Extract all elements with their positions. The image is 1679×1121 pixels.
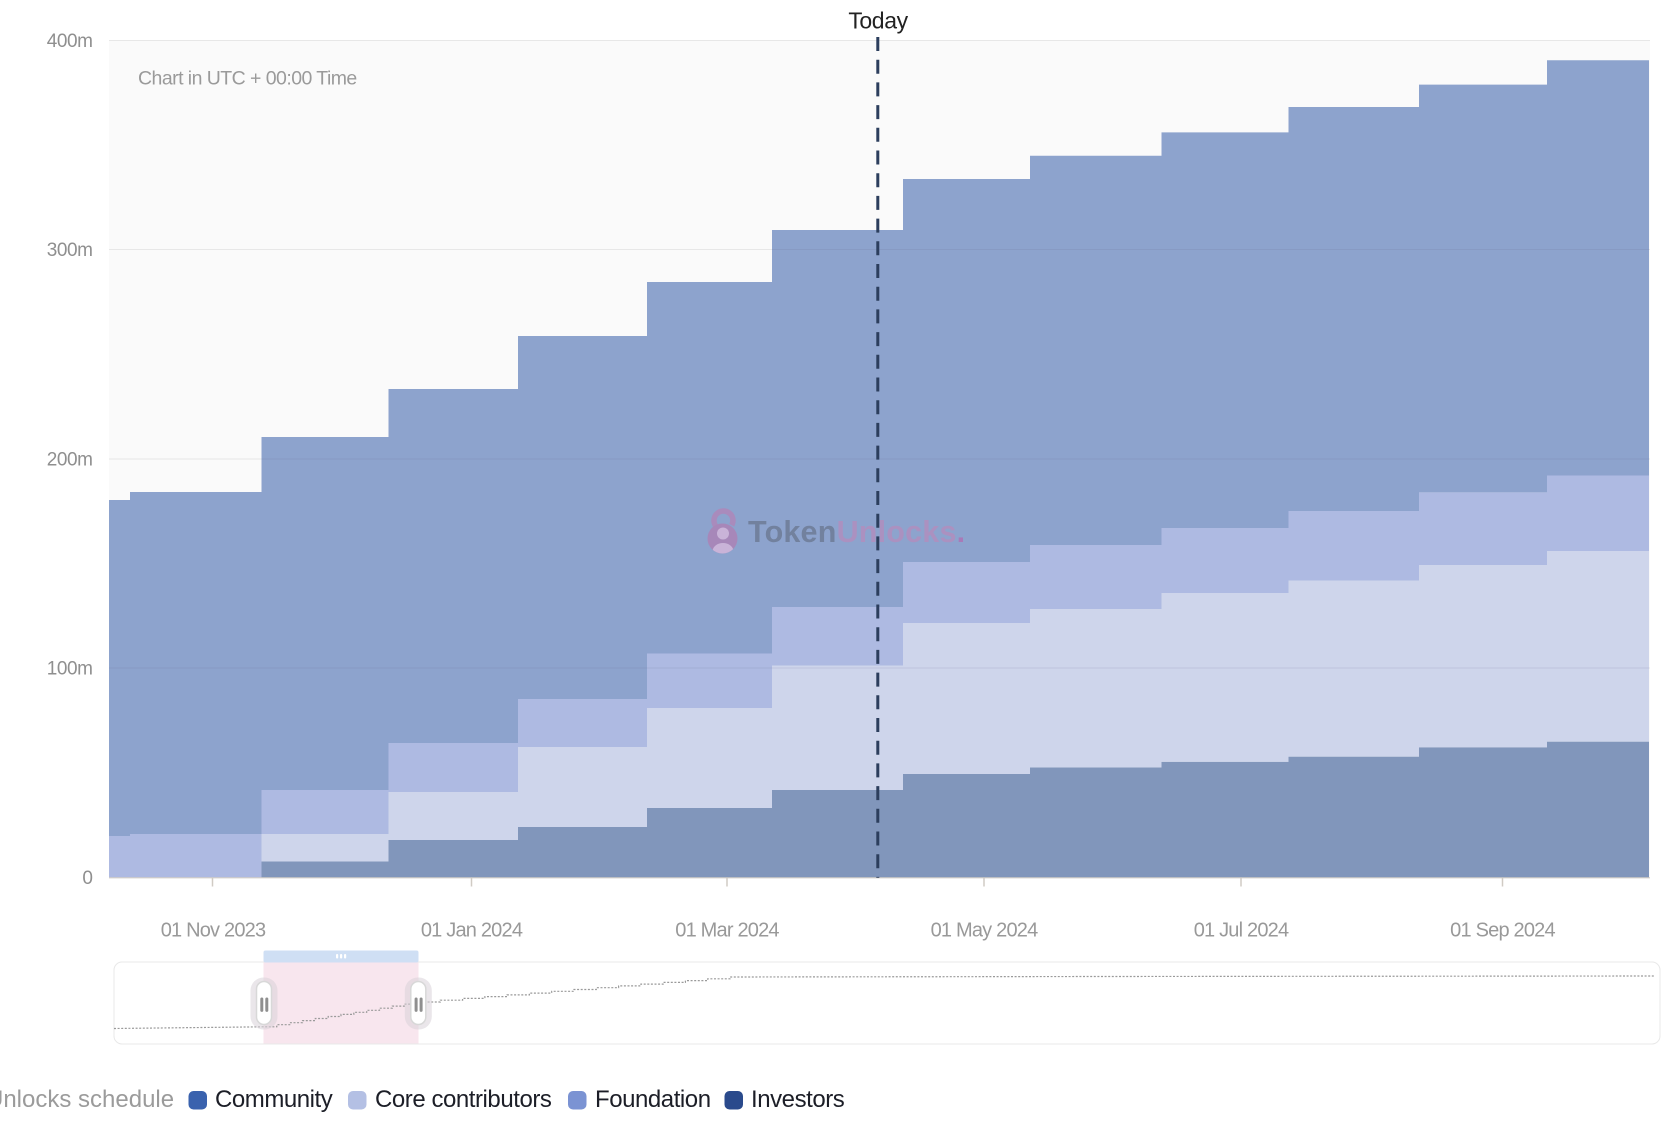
svg-text:300m: 300m bbox=[47, 240, 93, 261]
svg-text:01 Jul 2024: 01 Jul 2024 bbox=[1194, 920, 1289, 942]
svg-text:01 Mar 2024: 01 Mar 2024 bbox=[675, 920, 779, 942]
svg-text:Chart in UTC + 00:00 Time: Chart in UTC + 00:00 Time bbox=[138, 68, 357, 90]
svg-text:Today: Today bbox=[848, 8, 908, 34]
svg-text:01 Sep 2024: 01 Sep 2024 bbox=[1450, 920, 1555, 942]
svg-text:Core contributors: Core contributors bbox=[375, 1086, 552, 1113]
svg-text:Investors: Investors bbox=[751, 1086, 845, 1113]
svg-text:200m: 200m bbox=[47, 450, 93, 471]
svg-text:01 Jan 2024: 01 Jan 2024 bbox=[421, 920, 523, 942]
svg-text:Unlocks schedule: Unlocks schedule bbox=[0, 1086, 174, 1113]
svg-text:Community: Community bbox=[215, 1086, 333, 1113]
svg-text:0: 0 bbox=[82, 868, 92, 889]
svg-text:01 Nov 2023: 01 Nov 2023 bbox=[161, 920, 266, 942]
svg-text:400m: 400m bbox=[47, 31, 93, 52]
svg-text:TokenUnlocks.: TokenUnlocks. bbox=[748, 515, 965, 549]
svg-text:100m: 100m bbox=[47, 659, 93, 680]
svg-text:Foundation: Foundation bbox=[595, 1086, 711, 1113]
svg-text:01 May 2024: 01 May 2024 bbox=[931, 920, 1039, 942]
